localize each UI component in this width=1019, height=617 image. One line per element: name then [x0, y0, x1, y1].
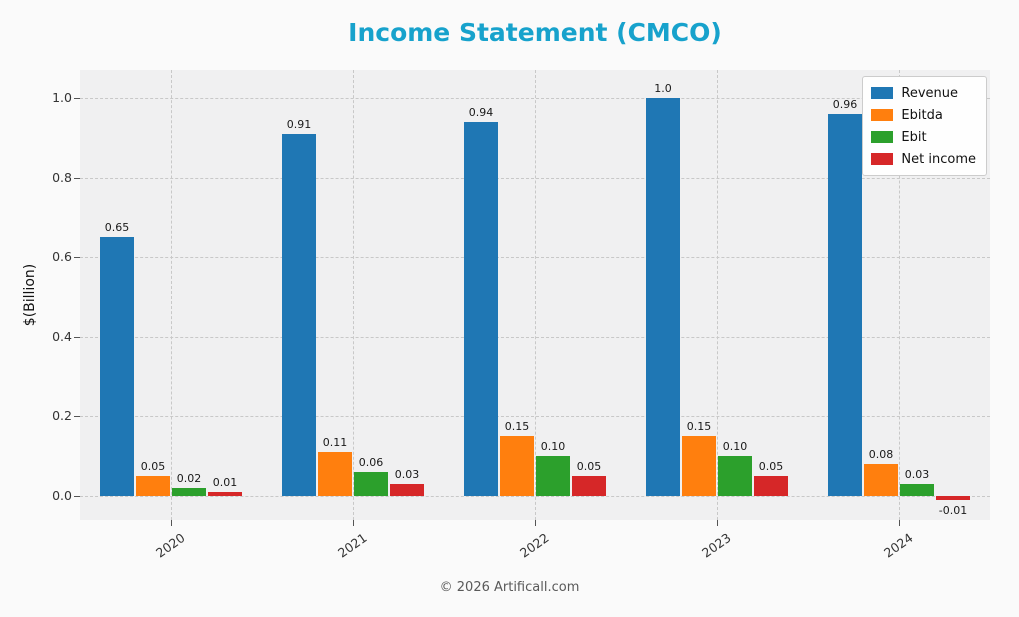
y-tick-label: 0.0: [52, 488, 72, 504]
bar-ebitda: [136, 476, 170, 497]
chart-title: Income Statement (CMCO): [348, 18, 722, 47]
legend-item-ebitda: Ebitda: [871, 104, 976, 126]
bar-value-label: 0.06: [358, 456, 384, 470]
x-tick-mark: [353, 520, 354, 526]
legend-label: Revenue: [901, 85, 959, 101]
bar-ebit: [900, 484, 934, 497]
y-axis-label: $(Billion): [22, 263, 38, 327]
bar-value-label: 0.03: [904, 468, 930, 482]
bar-value-label: 0.96: [832, 97, 858, 111]
bar-value-label: 0.15: [504, 420, 530, 434]
gridline-vertical: [899, 70, 900, 520]
bar-value-label: 0.10: [722, 440, 748, 454]
bar-value-label: 0.05: [576, 460, 602, 474]
y-tick-mark: [74, 336, 80, 338]
gridline-vertical: [171, 70, 172, 520]
bar-net-income: [936, 496, 970, 501]
bar-value-label: 1.0: [654, 81, 672, 95]
bar-value-label: 0.15: [686, 420, 712, 434]
bar-ebit: [718, 456, 752, 497]
y-tick-mark: [74, 257, 80, 259]
bar-value-label: 0.01: [212, 476, 238, 490]
bar-value-label: 0.05: [758, 460, 784, 474]
y-tick-label: 0.8: [52, 169, 72, 185]
bar-net-income: [754, 476, 788, 497]
plot-area: 0.65 0.91 0.94 1.0 0.96 0.05 0.11 0.15 0.15 0.08 0…: [80, 70, 990, 520]
bar-value-label: 0.11: [322, 436, 348, 450]
bar-ebitda: [864, 464, 898, 497]
legend-swatch: [871, 131, 894, 143]
legend: Revenue Ebitda Ebit Net income: [862, 76, 987, 176]
x-tick-label: 2020: [152, 530, 188, 561]
x-tick-label: 2021: [334, 530, 370, 561]
legend-swatch: [871, 109, 894, 121]
y-tick-mark: [74, 177, 80, 179]
bar-value-label: 0.91: [286, 117, 312, 131]
footer-credit: © 2026 Artificall.com: [439, 580, 580, 595]
legend-label: Ebitda: [901, 107, 943, 123]
bar-ebitda: [682, 436, 716, 497]
bar-value-label: 0.03: [394, 468, 420, 482]
gridline-vertical: [717, 70, 718, 520]
bar-ebit: [536, 456, 570, 497]
legend-label: Net income: [901, 151, 976, 167]
bar-revenue: [464, 121, 498, 497]
x-tick-mark: [535, 520, 536, 526]
y-tick-mark: [74, 496, 80, 498]
x-tick-mark: [171, 520, 172, 526]
bar-value-label: 0.05: [140, 460, 166, 474]
legend-swatch: [871, 87, 894, 99]
bar-value-label: 0.65: [104, 221, 130, 235]
x-tick-mark: [717, 520, 718, 526]
bar-net-income: [390, 484, 424, 497]
legend-label: Ebit: [901, 129, 927, 145]
legend-item-revenue: Revenue: [871, 82, 976, 104]
y-tick-mark: [74, 97, 80, 99]
legend-swatch: [871, 153, 894, 165]
gridline-vertical: [353, 70, 354, 520]
bar-value-label: 0.02: [176, 472, 202, 486]
bar-value-label: 0.10: [540, 440, 566, 454]
bar-value-label: -0.01: [938, 504, 968, 518]
bar-ebitda: [318, 452, 352, 497]
x-tick-label: 2023: [698, 530, 734, 561]
x-tick-label: 2022: [516, 530, 552, 561]
y-tick-mark: [74, 416, 80, 418]
legend-item-ebit: Ebit: [871, 126, 976, 148]
y-tick-label: 0.4: [52, 328, 72, 344]
bar-net-income: [208, 492, 242, 497]
y-tick-label: 0.2: [52, 408, 72, 424]
bar-net-income: [572, 476, 606, 497]
y-tick-label: 0.6: [52, 249, 72, 265]
bar-revenue: [828, 113, 862, 497]
bar-ebit: [172, 488, 206, 497]
x-tick-label: 2024: [880, 530, 916, 561]
bar-value-label: 0.08: [868, 448, 894, 462]
bar-revenue: [100, 237, 134, 497]
bar-revenue: [282, 133, 316, 497]
gridline-vertical: [535, 70, 536, 520]
bar-ebitda: [500, 436, 534, 497]
bar-value-label: 0.94: [468, 105, 494, 119]
bar-ebit: [354, 472, 388, 497]
y-tick-label: 1.0: [52, 89, 72, 105]
x-tick-mark: [899, 520, 900, 526]
legend-item-net-income: Net income: [871, 148, 976, 170]
bar-revenue: [646, 97, 680, 497]
